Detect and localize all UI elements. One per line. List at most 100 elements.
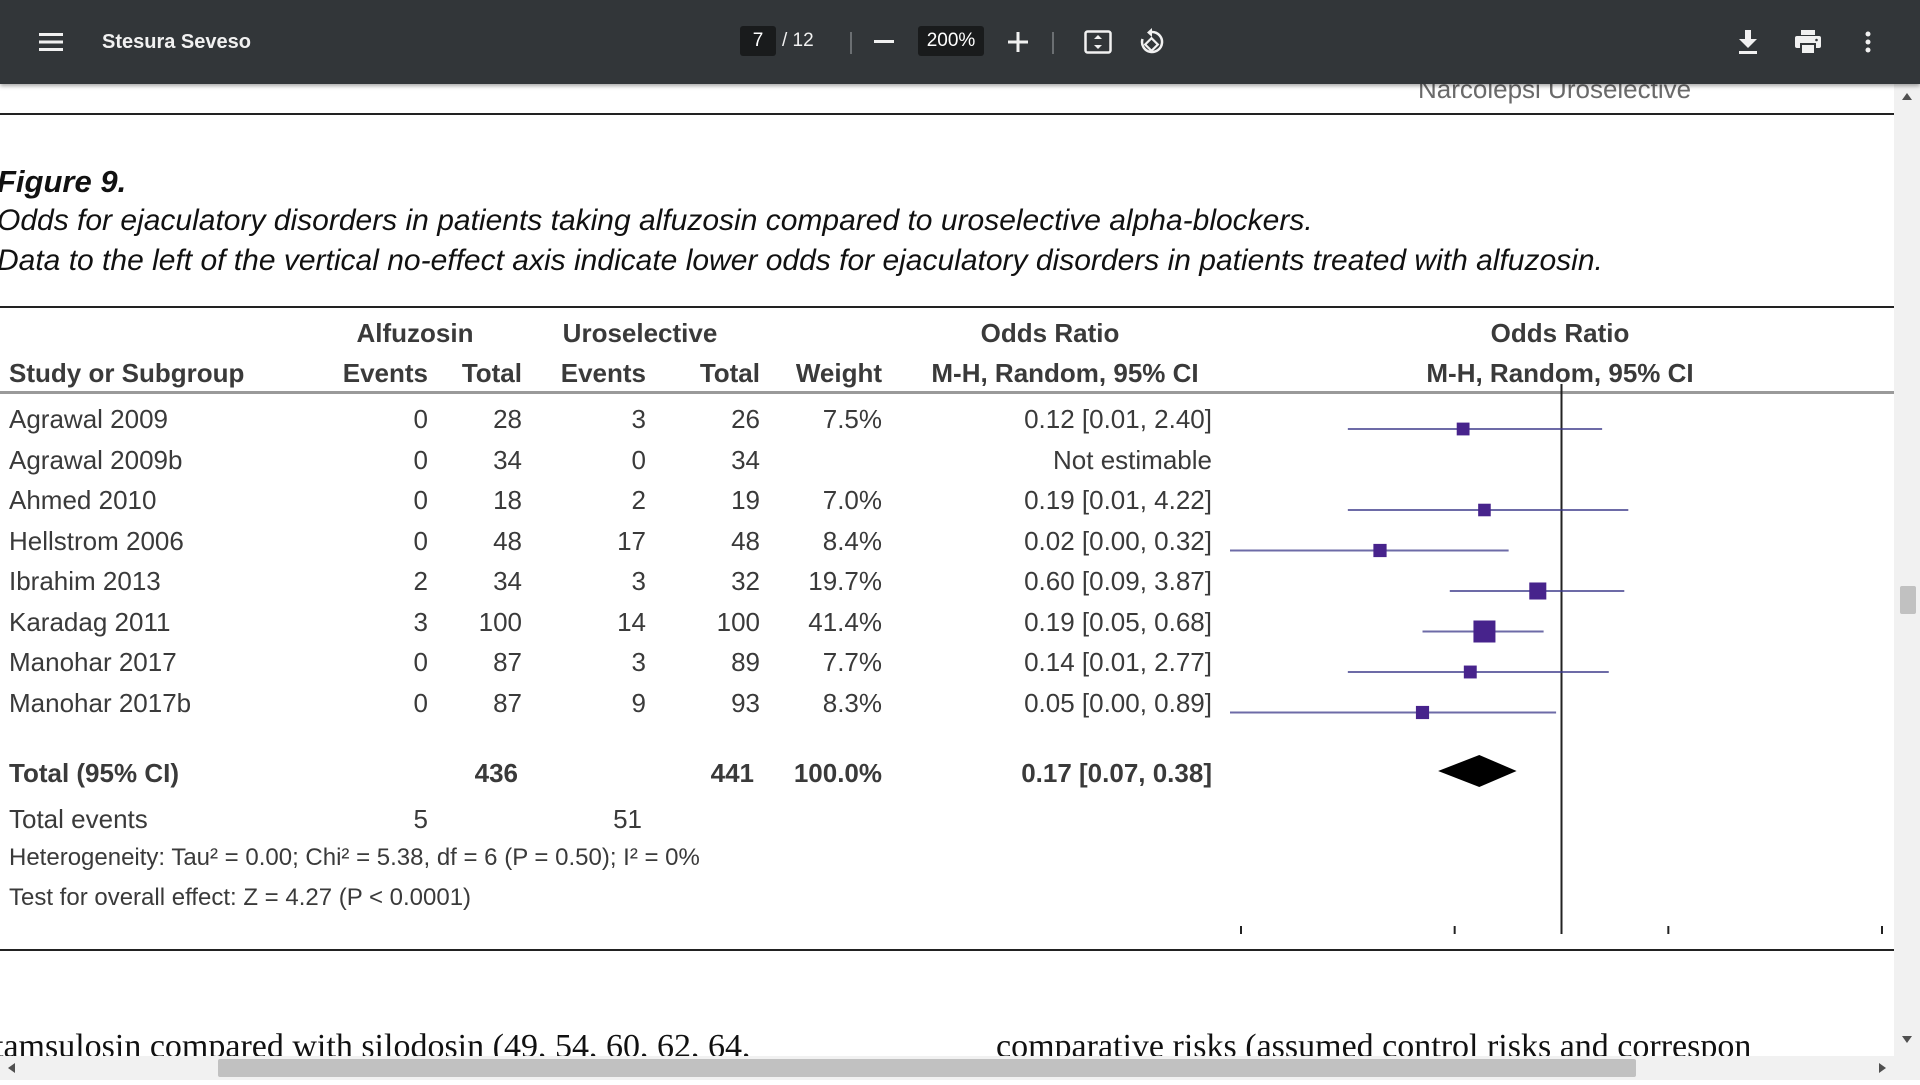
row-total-uroselective: 100 [716, 606, 760, 637]
row-total-uroselective: 48 [731, 525, 760, 556]
zoom-out-button[interactable] [862, 22, 906, 62]
header-group-alfuzosin: Alfuzosin [356, 318, 474, 348]
page-number-input[interactable] [740, 26, 776, 56]
page-total-label: / 12 [782, 30, 814, 51]
horizontal-scroll-thumb[interactable] [218, 1059, 1636, 1077]
forest-plot-graphic: 0.0010.11101000AlfuzosinUroselective [1230, 384, 1883, 934]
total-label: Total (95% CI) [9, 758, 179, 788]
row-total-uroselective: 93 [731, 687, 760, 718]
total-events-uroselective: 51 [613, 804, 642, 834]
header-weight: Weight [795, 358, 882, 388]
row-weight: 8.3% [822, 687, 882, 718]
scroll-right-arrow[interactable] [1872, 1056, 1892, 1080]
more-options-button[interactable] [1846, 20, 1890, 64]
row-study: Ahmed 2010 [9, 485, 157, 515]
row-study: Manohar 2017b [9, 687, 192, 718]
header-events-1: Events [342, 358, 428, 388]
row-events-uroselective: 9 [631, 687, 646, 718]
figure-bottom-rule [0, 949, 1894, 951]
total-ci: 0.17 [0.07, 0.38] [1021, 758, 1212, 788]
row-events-uroselective: 0 [631, 444, 646, 475]
study-point-square [1463, 665, 1477, 679]
row-events-alfuzosin: 3 [413, 606, 428, 637]
menu-button[interactable] [26, 20, 76, 64]
row-events-alfuzosin: 0 [413, 404, 428, 434]
header-total-2: Total [699, 358, 760, 388]
row-total-alfuzosin: 100 [478, 606, 522, 637]
scroll-right-icon [1879, 1063, 1886, 1073]
row-events-alfuzosin: 0 [413, 485, 428, 515]
toolbar-divider [850, 32, 852, 54]
row-ci: 0.02 [0.00, 0.32] [1024, 525, 1212, 556]
pdf-toolbar: Stesura Seveso / 12 [0, 0, 1920, 84]
scroll-left-arrow[interactable] [2, 1056, 22, 1080]
document-title: Stesura Seveso [102, 30, 251, 53]
row-events-uroselective: 14 [617, 606, 646, 637]
study-point-square [1473, 620, 1496, 643]
row-total-alfuzosin: 28 [493, 404, 522, 434]
row-ci: Not estimable [1053, 444, 1212, 475]
row-events-alfuzosin: 0 [413, 525, 428, 556]
row-events-uroselective: 3 [631, 566, 646, 596]
row-study: Manohar 2017 [9, 647, 177, 677]
row-total-uroselective: 34 [731, 444, 760, 475]
row-study: Ibrahim 2013 [9, 566, 161, 596]
figure-caption-rule [0, 306, 1894, 308]
document-viewport[interactable]: Narcolepsi Uroselective Figure 9. Odds f… [0, 84, 1894, 1056]
scroll-up-arrow[interactable] [1894, 88, 1920, 106]
row-events-alfuzosin: 0 [413, 647, 428, 677]
cut-off-top-text: Narcolepsi Uroselective [1418, 84, 1692, 104]
row-events-alfuzosin: 0 [413, 687, 428, 718]
total-weight: 100.0% [793, 758, 882, 788]
row-total-uroselective: 19 [731, 485, 760, 515]
body-text-left: tamsulosin compared with silodosin (49, … [0, 1028, 751, 1056]
row-ci: 0.05 [0.00, 0.89] [1024, 687, 1212, 718]
row-total-uroselective: 89 [731, 647, 760, 677]
row-total-alfuzosin: 18 [493, 485, 522, 515]
vertical-scrollbar[interactable] [1894, 84, 1920, 1056]
row-total-alfuzosin: 34 [493, 566, 522, 596]
zoom-level-input[interactable] [918, 26, 984, 56]
row-weight: 41.4% [808, 606, 882, 637]
row-total-uroselective: 32 [731, 566, 760, 596]
row-events-uroselective: 2 [631, 485, 646, 515]
scroll-left-icon [8, 1063, 15, 1073]
fit-page-icon [1084, 30, 1112, 54]
row-weight: 7.7% [822, 647, 882, 677]
figure-top-rule [0, 113, 1894, 115]
rotate-button[interactable] [1130, 20, 1174, 64]
row-total-alfuzosin: 87 [493, 647, 522, 677]
overall-effect-text: Test for overall effect: Z = 4.27 (P < 0… [9, 884, 472, 911]
header-rule [0, 391, 1894, 394]
row-ci: 0.19 [0.05, 0.68] [1024, 606, 1212, 637]
header-odds-ratio: Odds Ratio [980, 318, 1120, 348]
print-button[interactable] [1786, 20, 1830, 64]
heterogeneity-text: Heterogeneity: Tau² = 0.00; Chi² = 5.38,… [9, 844, 700, 871]
figure-label: Figure 9. [0, 164, 127, 199]
header-method: M-H, Random, 95% CI [931, 358, 1199, 388]
row-study: Hellstrom 2006 [9, 525, 184, 556]
fit-to-page-button[interactable] [1076, 20, 1120, 64]
zoom-in-icon [1008, 32, 1028, 52]
menu-icon [39, 33, 63, 51]
header-events-2: Events [560, 358, 646, 388]
more-vert-icon [1865, 31, 1871, 53]
total-alfuzosin: 436 [474, 758, 518, 788]
total-uroselective: 441 [710, 758, 754, 788]
row-weight: 7.0% [822, 485, 882, 515]
row-ci: 0.60 [0.09, 3.87] [1024, 566, 1212, 596]
study-point-square [1373, 543, 1387, 558]
rotate-icon [1140, 28, 1164, 54]
print-icon [1795, 30, 1821, 54]
row-total-alfuzosin: 87 [493, 687, 522, 718]
header-group-uroselective: Uroselective [562, 318, 718, 348]
horizontal-scrollbar[interactable] [0, 1056, 1920, 1080]
download-button[interactable] [1726, 20, 1770, 64]
header-study: Study or Subgroup [9, 358, 245, 388]
header-plot-odds-ratio: Odds Ratio [1490, 318, 1630, 348]
scroll-down-arrow[interactable] [1894, 1030, 1920, 1048]
row-total-uroselective: 26 [731, 404, 760, 434]
vertical-scroll-thumb[interactable] [1900, 586, 1916, 614]
pooled-diamond [1438, 755, 1517, 787]
zoom-in-button[interactable] [996, 22, 1040, 62]
